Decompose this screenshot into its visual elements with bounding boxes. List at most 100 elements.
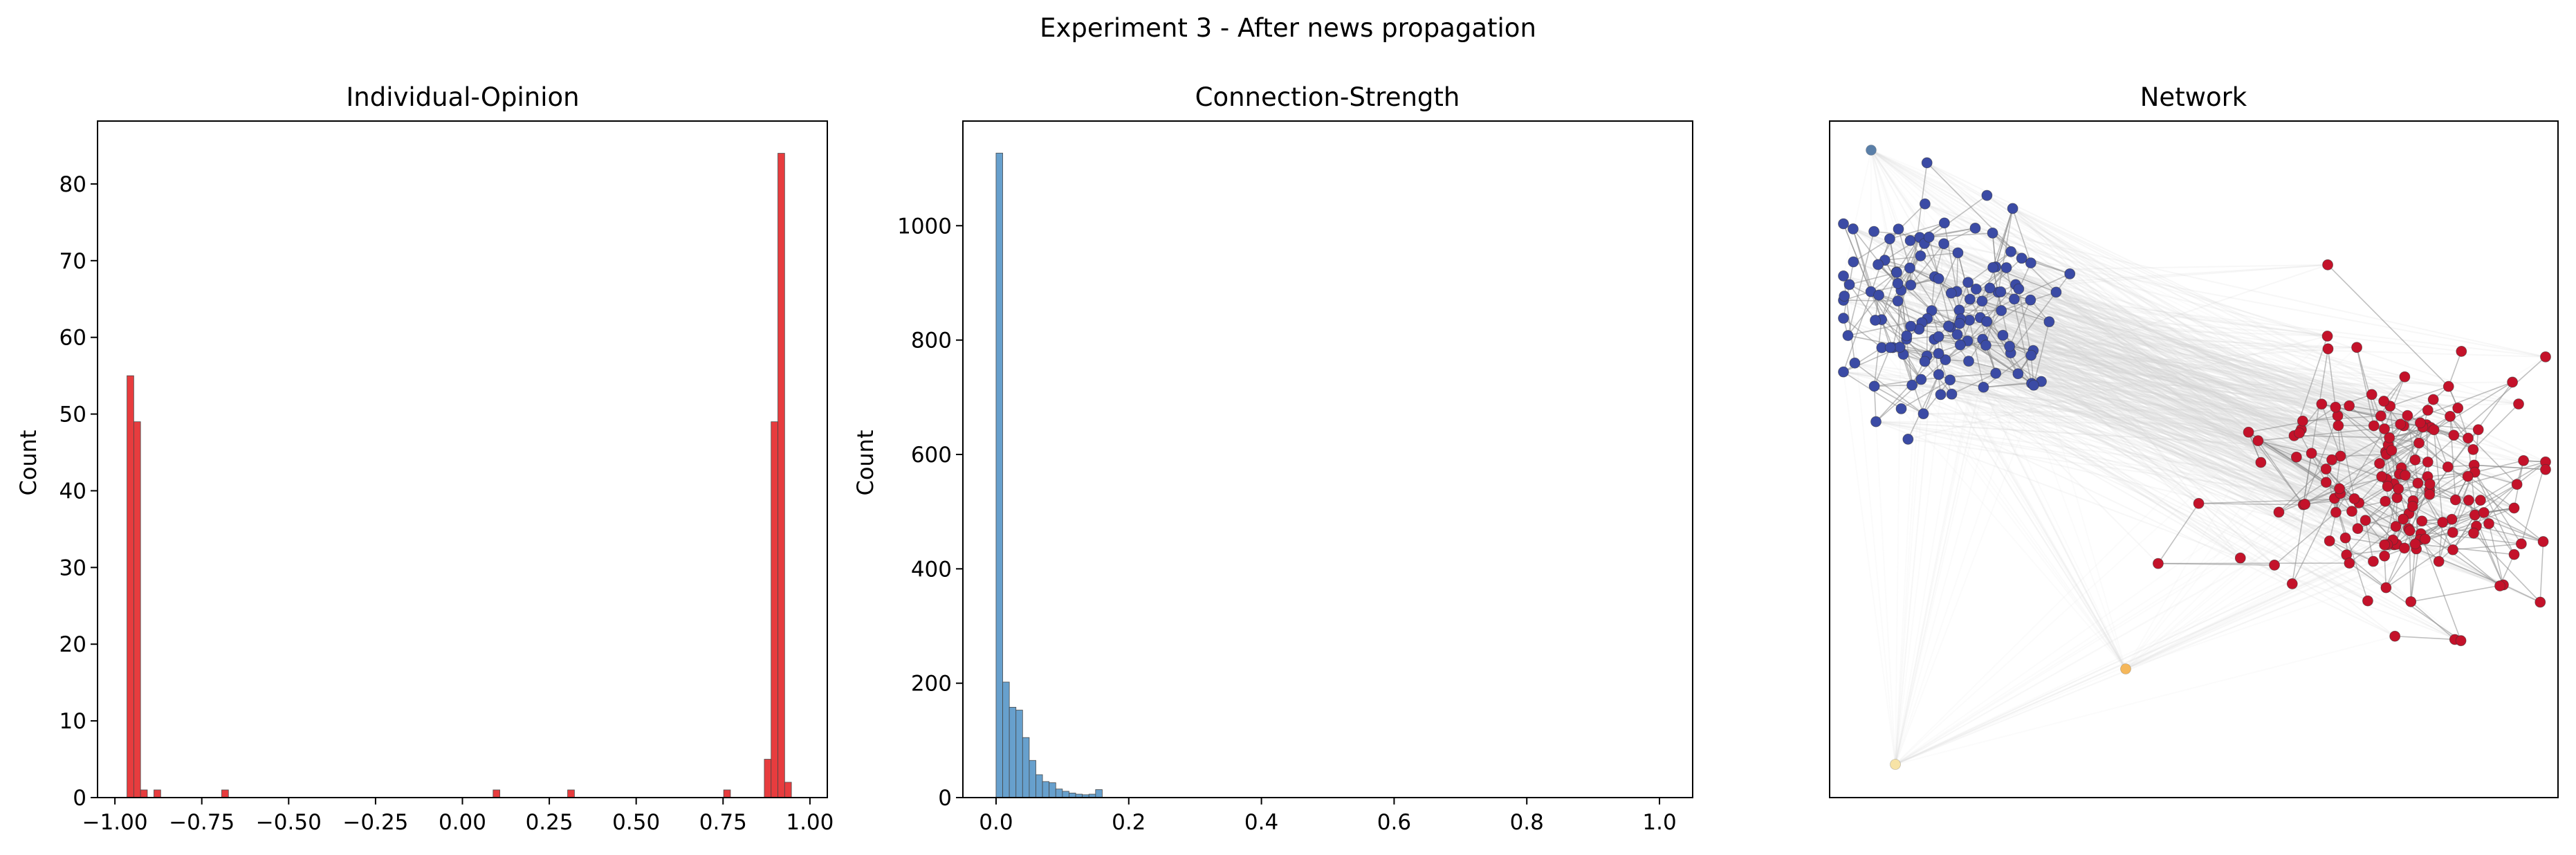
network-node	[2409, 454, 2421, 466]
network-edge	[1870, 149, 2353, 512]
network-edge	[2438, 519, 2453, 562]
network-edge	[2125, 498, 2355, 670]
network-node	[1895, 403, 1907, 414]
network-edge	[1938, 374, 2395, 546]
y-tick-label: 1000	[897, 214, 952, 239]
network-node	[2326, 454, 2337, 466]
x-tick-label: 1.00	[786, 810, 834, 835]
network-node	[2455, 635, 2467, 647]
network-node	[2395, 419, 2407, 430]
network-edge	[1926, 344, 1961, 357]
network-node	[1905, 279, 1917, 291]
network-edge	[1895, 321, 1988, 765]
network-node	[1884, 342, 1896, 353]
network-edge	[1895, 350, 2034, 765]
network-node	[2376, 471, 2388, 482]
network-edge	[2125, 555, 2385, 670]
network-node	[1987, 261, 1999, 273]
network-node	[2064, 268, 2076, 279]
network-edge	[1945, 338, 1983, 360]
network-edge	[2125, 560, 2440, 670]
network-edge	[2014, 298, 2402, 469]
network-edge	[2325, 468, 2337, 513]
network-edge	[2411, 584, 2504, 603]
network-edge	[1895, 526, 2396, 765]
network-node	[2234, 552, 2246, 564]
network-edge	[2395, 635, 2455, 641]
network-edge	[1855, 362, 2474, 450]
network-node	[2374, 458, 2385, 469]
network-edge	[2015, 264, 2328, 286]
network-node	[1954, 318, 1965, 329]
network-node	[2120, 663, 2131, 674]
network-edge	[2125, 532, 2474, 670]
network-node	[2348, 493, 2360, 504]
network-edge	[1967, 282, 2422, 522]
network-edge	[1900, 290, 1912, 327]
network-edge	[2125, 543, 2416, 670]
network-edge	[1926, 318, 2477, 527]
network-edge	[1898, 228, 2430, 491]
network-edge	[1895, 520, 2422, 765]
network-edge	[1909, 267, 1949, 327]
network-edge	[1968, 360, 2126, 670]
network-edge	[2321, 403, 2342, 457]
network-edge	[1975, 227, 2546, 358]
opinion-bar	[764, 759, 772, 798]
network-edge	[1882, 347, 2456, 501]
network-node	[2452, 402, 2464, 414]
network-node	[2393, 483, 2404, 495]
network-edge	[2000, 310, 2458, 409]
network-edge	[1852, 228, 2389, 487]
network-edge	[1874, 385, 1924, 414]
strength-histogram-ylabel: Count	[852, 430, 878, 495]
network-edge	[1976, 288, 2300, 434]
network-node	[1904, 262, 1915, 274]
network-edge	[1884, 259, 2350, 407]
network-edge	[1870, 149, 2390, 439]
network-node	[2382, 481, 2393, 492]
network-node	[1946, 388, 1958, 400]
network-edge	[1881, 319, 2462, 642]
network-edge	[1951, 394, 2126, 670]
network-node	[1933, 348, 1944, 359]
network-edge	[1951, 393, 2368, 602]
network-edge	[1870, 291, 1922, 380]
network-edge	[1849, 284, 2328, 350]
network-node	[2462, 470, 2474, 482]
network-edge	[2301, 406, 2336, 430]
network-edge	[2014, 298, 2258, 442]
network-edge	[1919, 237, 2469, 439]
network-node	[2243, 426, 2254, 438]
network-node	[1987, 227, 1998, 239]
network-node	[2416, 515, 2428, 527]
network-edge	[2521, 461, 2546, 544]
network-edge	[1943, 243, 2546, 358]
network-edge	[1944, 223, 1958, 292]
network-node	[1978, 381, 1989, 393]
network-node	[2344, 558, 2355, 569]
network-edge	[2419, 484, 2518, 540]
network-edge	[1991, 232, 2250, 433]
network-edge	[1895, 518, 2452, 765]
network-edge	[1895, 394, 1942, 765]
network-edge	[2384, 376, 2406, 430]
network-node	[2380, 582, 2392, 594]
opinion-bar	[771, 421, 778, 798]
network-edge	[1889, 238, 2341, 457]
strength-bar	[1009, 706, 1017, 798]
network-node	[2483, 518, 2494, 529]
network-edge	[2003, 335, 2032, 356]
network-edge	[1870, 149, 2306, 505]
network-edge	[1843, 275, 2312, 454]
network-edge	[1889, 222, 1945, 240]
network-edge	[1843, 371, 2395, 637]
network-edge	[1931, 310, 2358, 529]
network-edge	[2030, 354, 2541, 603]
network-edge	[1897, 282, 2200, 504]
strength-histogram-title: Connection-Strength	[1195, 82, 1460, 112]
network-node	[1849, 357, 1861, 369]
network-edge	[2416, 548, 2504, 586]
network-node	[2043, 316, 2055, 328]
network-node	[2494, 580, 2505, 591]
